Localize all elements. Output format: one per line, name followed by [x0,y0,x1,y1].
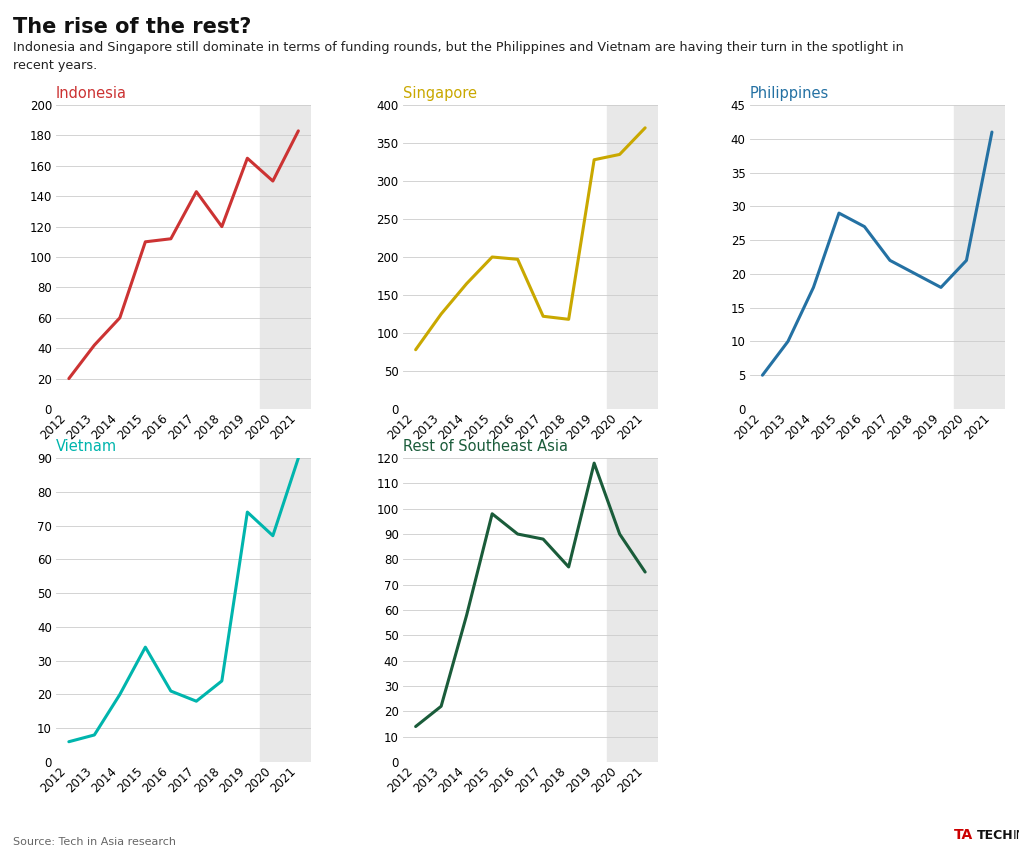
Text: Source: Tech in Asia research: Source: Tech in Asia research [13,837,176,847]
Bar [606,105,657,409]
Text: TA: TA [953,828,972,842]
Bar [606,458,657,762]
Bar [260,105,311,409]
Text: Indonesia: Indonesia [56,86,127,101]
Text: IN: IN [1012,829,1019,842]
Text: Rest of Southeast Asia: Rest of Southeast Asia [403,439,568,454]
Text: Singapore: Singapore [403,86,477,101]
Text: TECH: TECH [976,829,1013,842]
Text: Indonesia and Singapore still dominate in terms of funding rounds, but the Phili: Indonesia and Singapore still dominate i… [13,41,903,72]
Text: The rise of the rest?: The rise of the rest? [13,17,252,37]
Bar [260,458,311,762]
Bar [953,105,1004,409]
Text: Philippines: Philippines [749,86,828,101]
Text: Vietnam: Vietnam [56,439,117,454]
